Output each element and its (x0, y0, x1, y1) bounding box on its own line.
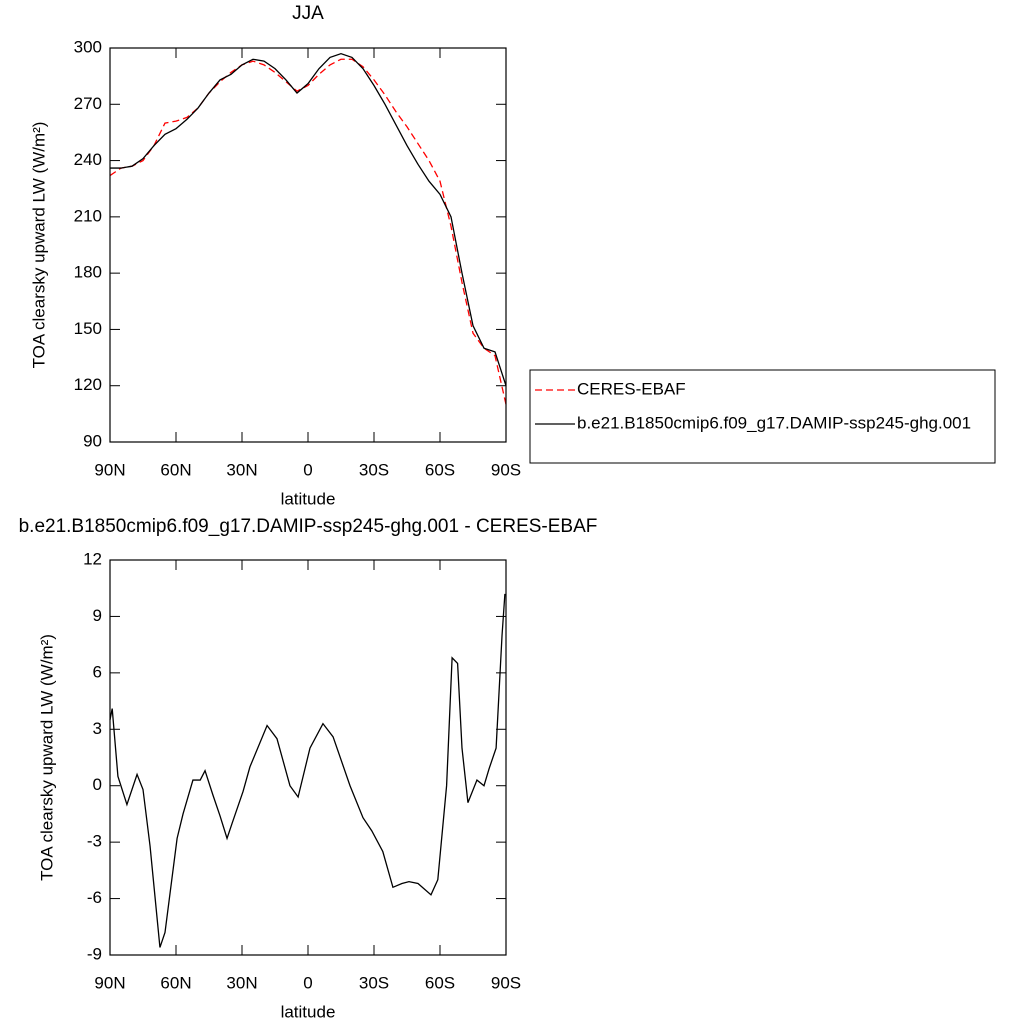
y-axis-label: TOA clearsky upward LW (W/m²) (29, 122, 48, 369)
x-tick-label: 0 (303, 460, 312, 479)
x-tick-label: 90N (94, 973, 125, 992)
legend: CERES-EBAF b.e21.B1850cmip6.f09_g17.DAMIP… (529, 369, 996, 464)
y-tick-label: 6 (93, 662, 102, 681)
x-tick-label: 90S (491, 973, 521, 992)
x-tick-label: 60S (425, 973, 455, 992)
chart-title: JJA (292, 3, 324, 24)
legend-box (529, 369, 996, 464)
y-tick-label: -6 (87, 888, 102, 907)
x-axis-label: latitude (281, 1002, 336, 1021)
y-tick-label: 210 (74, 206, 102, 225)
x-tick-label: 90N (94, 460, 125, 479)
chart-title: b.e21.B1850cmip6.f09_g17.DAMIP-ssp245-gh… (19, 516, 598, 537)
x-tick-label: 30S (359, 973, 389, 992)
y-axis-label: TOA clearsky upward LW (W/m²) (37, 634, 56, 881)
legend-label: CERES-EBAF (577, 379, 686, 398)
data-line (109, 58, 507, 405)
x-tick-label: 60N (160, 973, 191, 992)
plot-frame (109, 559, 507, 956)
x-tick-label: 60S (425, 460, 455, 479)
y-tick-label: 240 (74, 150, 102, 169)
legend-label: b.e21.B1850cmip6.f09_g17.DAMIP-ssp245-gh… (577, 413, 971, 432)
x-tick-label: 60N (160, 460, 191, 479)
y-tick-label: 0 (93, 775, 102, 794)
y-tick-label: 3 (93, 719, 102, 738)
y-tick-label: 300 (74, 37, 102, 56)
y-tick-label: 180 (74, 263, 102, 282)
y-tick-label: 270 (74, 94, 102, 113)
x-tick-label: 0 (303, 973, 312, 992)
x-tick-label: 30N (226, 973, 257, 992)
x-axis-label: latitude (281, 489, 336, 508)
y-tick-label: 120 (74, 375, 102, 394)
y-tick-label: 150 (74, 319, 102, 338)
data-line (110, 52, 507, 386)
y-tick-label: -9 (87, 944, 102, 963)
y-tick-label: 90 (83, 431, 102, 450)
data-line (109, 593, 506, 948)
y-tick-label: -3 (87, 832, 102, 851)
x-tick-label: 90S (491, 460, 521, 479)
y-tick-label: 9 (93, 606, 102, 625)
y-tick-label: 12 (83, 549, 102, 568)
x-tick-label: 30S (359, 460, 389, 479)
plot-frame (109, 47, 507, 443)
x-tick-label: 30N (226, 460, 257, 479)
